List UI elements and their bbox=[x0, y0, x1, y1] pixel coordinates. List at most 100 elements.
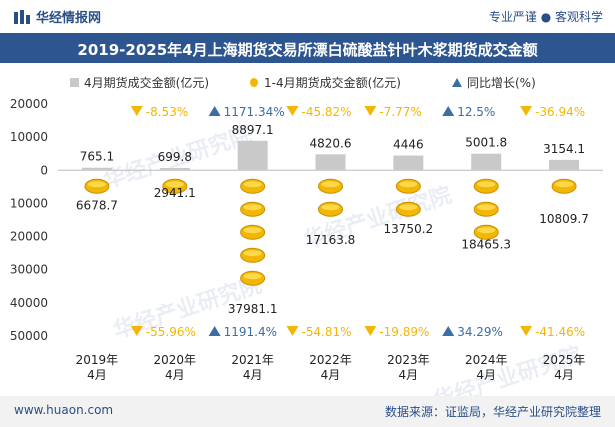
cumulative-value-label: 2941.1 bbox=[154, 186, 196, 200]
monthly-value-label: 8897.1 bbox=[232, 123, 274, 137]
footer-website[interactable]: www.huaon.com bbox=[14, 403, 114, 417]
x-tick-label: 2024年 4月 bbox=[465, 353, 508, 382]
yoy-down-triangle-icon bbox=[364, 326, 377, 336]
monthly-value-label: 3154.1 bbox=[543, 142, 585, 156]
monthly-value-label: 699.8 bbox=[158, 150, 192, 164]
monthly-bar bbox=[471, 153, 502, 171]
y-tick-label: 40000 bbox=[10, 296, 48, 310]
legend-bar-swatch-icon bbox=[70, 78, 79, 87]
monthly-bar bbox=[237, 140, 268, 171]
y-tick-label: 50000 bbox=[10, 329, 48, 343]
cumulative-value-label: 37981.1 bbox=[228, 302, 278, 316]
cumulative-value-label: 6678.7 bbox=[76, 198, 118, 212]
cumulative-value-label: 13750.2 bbox=[384, 222, 434, 236]
coin-highlight bbox=[243, 181, 262, 188]
legend-yoy-label: 同比增长(%) bbox=[467, 76, 536, 90]
legend-coin-icon bbox=[250, 78, 258, 87]
legend-triangle-icon bbox=[452, 78, 462, 87]
yoy-cumulative-label: -55.96% bbox=[146, 325, 196, 339]
yoy-down-triangle-icon bbox=[364, 106, 377, 116]
yoy-cumulative-label: -54.81% bbox=[302, 325, 352, 339]
brand-logo-icon bbox=[14, 10, 30, 24]
x-tick-label-line: 4月 bbox=[476, 368, 496, 382]
legend-yoy: 同比增长(%) bbox=[452, 74, 536, 91]
yoy-cumulative-label: -19.89% bbox=[379, 325, 429, 339]
coin-highlight bbox=[399, 181, 418, 188]
coin-highlight bbox=[399, 204, 418, 211]
x-tick-label-line: 4月 bbox=[87, 368, 107, 382]
yoy-monthly-label: -8.53% bbox=[146, 105, 188, 119]
x-tick-label: 2023年 4月 bbox=[387, 353, 430, 382]
monthly-bar bbox=[81, 167, 112, 171]
yoy-cumulative-label: -41.46% bbox=[535, 325, 585, 339]
yoy-down-triangle-icon bbox=[130, 106, 143, 116]
yoy-cumulative-label: 1191.4% bbox=[224, 325, 277, 339]
y-tick-label: 0 bbox=[40, 163, 48, 177]
x-tick-label-line: 4月 bbox=[399, 368, 419, 382]
coin-highlight bbox=[87, 181, 106, 188]
x-tick-label-line: 2024年 bbox=[465, 353, 508, 367]
x-tick-label: 2019年 4月 bbox=[76, 353, 119, 382]
coin-highlight bbox=[477, 181, 496, 188]
title-bar bbox=[0, 33, 615, 63]
yoy-monthly-label: 12.5% bbox=[457, 105, 495, 119]
coin-highlight bbox=[243, 227, 262, 234]
yoy-monthly-label: -36.94% bbox=[535, 105, 585, 119]
brand[interactable]: 华经情报网 bbox=[14, 7, 101, 26]
x-tick-label: 2020年 4月 bbox=[154, 353, 197, 382]
x-tick-label-line: 2022年 bbox=[309, 353, 352, 367]
yoy-monthly-label: -7.77% bbox=[379, 105, 421, 119]
x-tick-label-line: 2020年 bbox=[154, 353, 197, 367]
yoy-cumulative-label: 34.29% bbox=[457, 325, 503, 339]
coin-highlight bbox=[321, 204, 340, 211]
x-tick-label-line: 2021年 bbox=[231, 353, 274, 367]
chart-area: 20000 10000 0 10000 20000 30000 40000 50000 765.… bbox=[10, 97, 603, 382]
brand-name: 华经情报网 bbox=[36, 11, 102, 26]
cumulative-value-label: 17163.8 bbox=[306, 233, 356, 247]
legend-cumulative-label: 1-4月期货成交金额(亿元) bbox=[264, 76, 401, 90]
coin-highlight bbox=[477, 227, 496, 234]
monthly-bar bbox=[549, 159, 580, 171]
yoy-up-triangle-icon bbox=[208, 326, 221, 336]
coin-highlight bbox=[165, 181, 184, 188]
cumulative-value-label: 10809.7 bbox=[539, 212, 589, 226]
yoy-down-triangle-icon bbox=[520, 326, 533, 336]
tagline: 专业严谨 ● 客观科学 bbox=[488, 10, 603, 24]
coin-highlight bbox=[321, 181, 340, 188]
x-tick-label: 2021年 4月 bbox=[231, 353, 274, 382]
yoy-monthly-label: 1171.34% bbox=[224, 105, 285, 119]
yoy-up-triangle-icon bbox=[208, 106, 221, 116]
x-tick-label-line: 2025年 bbox=[543, 353, 586, 367]
monthly-value-label: 4820.6 bbox=[310, 136, 352, 150]
monthly-bar bbox=[315, 154, 346, 171]
legend-monthly: 4月期货成交金额(亿元) bbox=[70, 74, 209, 91]
y-tick-label: 10000 bbox=[10, 130, 48, 144]
y-tick-label: 20000 bbox=[10, 230, 48, 244]
coin-highlight bbox=[555, 181, 574, 188]
yoy-down-triangle-icon bbox=[130, 326, 143, 336]
yoy-down-triangle-icon bbox=[286, 326, 299, 336]
coin-highlight bbox=[243, 250, 262, 257]
footer-bar bbox=[0, 396, 615, 427]
x-tick-label-line: 4月 bbox=[165, 368, 185, 382]
monthly-bar bbox=[159, 167, 190, 171]
monthly-bar bbox=[393, 155, 424, 171]
x-tick-label-line: 2023年 bbox=[387, 353, 430, 367]
coin-highlight bbox=[477, 204, 496, 211]
legend-cumulative: 1-4月期货成交金额(亿元) bbox=[250, 74, 401, 91]
x-tick-label-line: 2019年 bbox=[76, 353, 119, 367]
x-tick-label: 2022年 4月 bbox=[309, 353, 352, 382]
monthly-value-label: 5001.8 bbox=[465, 136, 507, 150]
cumulative-value-label: 18465.3 bbox=[461, 237, 511, 251]
y-tick-label: 30000 bbox=[10, 263, 48, 277]
yoy-down-triangle-icon bbox=[286, 106, 299, 116]
yoy-monthly-label: -45.82% bbox=[302, 105, 352, 119]
legend: 4月期货成交金额(亿元) 1-4月期货成交金额(亿元) 同比增长(%) bbox=[0, 74, 615, 96]
coin-highlight bbox=[243, 204, 262, 211]
yoy-up-triangle-icon bbox=[442, 106, 455, 116]
footer-source: 数据来源：证监局，华经产业研究院整理 bbox=[384, 405, 601, 419]
monthly-value-label: 4446 bbox=[393, 138, 424, 152]
yoy-up-triangle-icon bbox=[442, 326, 455, 336]
y-tick-label: 10000 bbox=[10, 196, 48, 210]
monthly-value-label: 765.1 bbox=[80, 150, 114, 164]
